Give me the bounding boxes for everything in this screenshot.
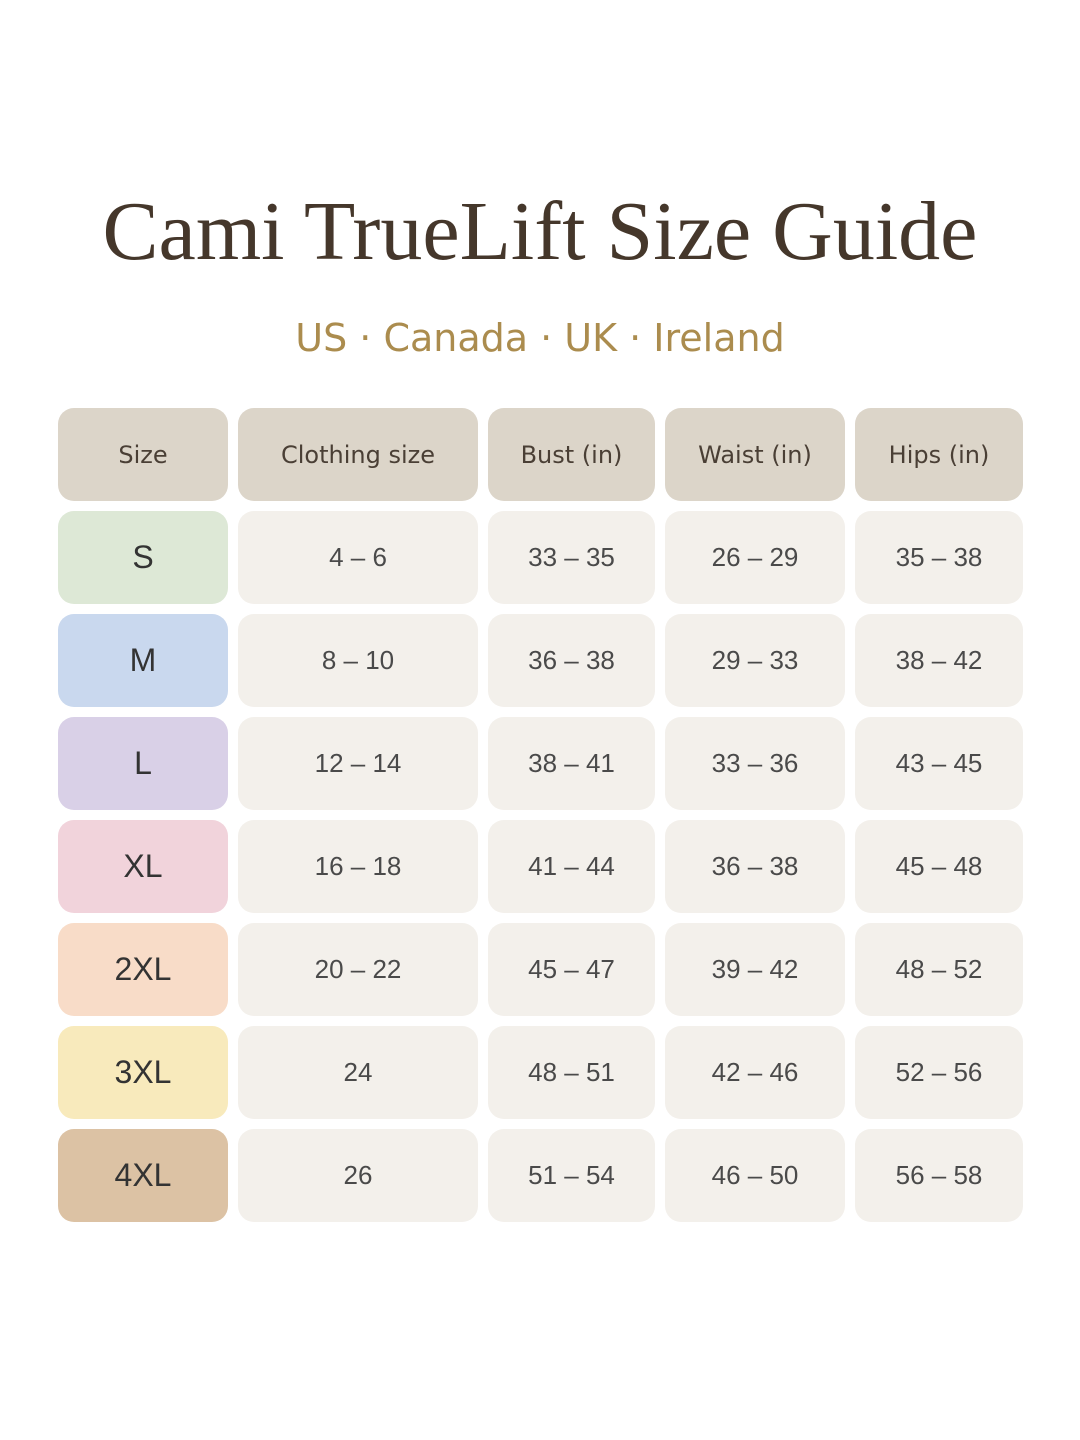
- bust-cell: 51 – 54: [488, 1129, 655, 1222]
- hips-cell: 45 – 48: [855, 820, 1023, 913]
- bust-cell: 33 – 35: [488, 511, 655, 604]
- header-waist: Waist (in): [665, 408, 845, 501]
- clothing-cell: 12 – 14: [238, 717, 478, 810]
- bust-cell: 36 – 38: [488, 614, 655, 707]
- waist-cell: 29 – 33: [665, 614, 845, 707]
- clothing-cell: 16 – 18: [238, 820, 478, 913]
- waist-cell: 46 – 50: [665, 1129, 845, 1222]
- size-cell: 3XL: [58, 1026, 228, 1119]
- bust-cell: 38 – 41: [488, 717, 655, 810]
- bust-cell: 45 – 47: [488, 923, 655, 1016]
- waist-cell: 26 – 29: [665, 511, 845, 604]
- clothing-cell: 20 – 22: [238, 923, 478, 1016]
- size-table: Size Clothing size Bust (in) Waist (in) …: [58, 408, 1023, 1222]
- header-clothing-size: Clothing size: [238, 408, 478, 501]
- size-cell: XL: [58, 820, 228, 913]
- size-cell: L: [58, 717, 228, 810]
- size-cell: 2XL: [58, 923, 228, 1016]
- clothing-cell: 4 – 6: [238, 511, 478, 604]
- waist-cell: 36 – 38: [665, 820, 845, 913]
- waist-cell: 39 – 42: [665, 923, 845, 1016]
- clothing-cell: 8 – 10: [238, 614, 478, 707]
- hips-cell: 38 – 42: [855, 614, 1023, 707]
- bust-cell: 48 – 51: [488, 1026, 655, 1119]
- waist-cell: 33 – 36: [665, 717, 845, 810]
- size-cell: 4XL: [58, 1129, 228, 1222]
- hips-cell: 48 – 52: [855, 923, 1023, 1016]
- page-subtitle: US · Canada · UK · Ireland: [295, 316, 785, 360]
- hips-cell: 52 – 56: [855, 1026, 1023, 1119]
- size-cell: S: [58, 511, 228, 604]
- waist-cell: 42 – 46: [665, 1026, 845, 1119]
- hips-cell: 35 – 38: [855, 511, 1023, 604]
- header-hips: Hips (in): [855, 408, 1023, 501]
- clothing-cell: 26: [238, 1129, 478, 1222]
- header-size: Size: [58, 408, 228, 501]
- clothing-cell: 24: [238, 1026, 478, 1119]
- hips-cell: 43 – 45: [855, 717, 1023, 810]
- header-bust: Bust (in): [488, 408, 655, 501]
- hips-cell: 56 – 58: [855, 1129, 1023, 1222]
- page-title: Cami TrueLift Size Guide: [102, 185, 978, 278]
- size-cell: M: [58, 614, 228, 707]
- bust-cell: 41 – 44: [488, 820, 655, 913]
